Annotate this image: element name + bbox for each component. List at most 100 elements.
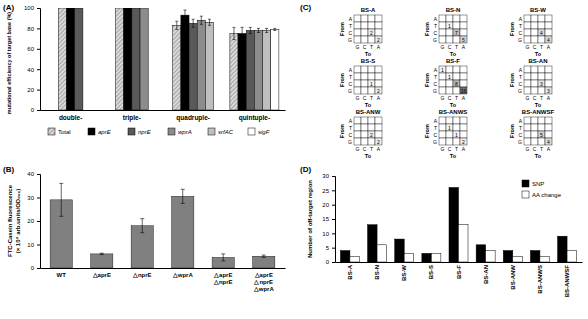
error-cap (262, 257, 266, 258)
bar (377, 245, 387, 262)
row-label: C (518, 30, 522, 36)
cell (361, 131, 368, 138)
error-cap (241, 27, 244, 28)
error-cap (221, 253, 225, 254)
row-label: T (519, 125, 522, 131)
cell (524, 131, 531, 138)
cell (361, 138, 368, 145)
row-label: T (349, 125, 352, 131)
cell (453, 22, 460, 29)
cell (354, 36, 361, 43)
error-line (142, 219, 143, 233)
panel-label: (D) (300, 165, 311, 174)
cell (453, 66, 460, 73)
tick-label: BS-W (401, 265, 407, 281)
row-label: T (434, 74, 437, 80)
tick-label: BS-ANW (510, 265, 516, 290)
axis-line (41, 268, 286, 269)
bar (205, 22, 213, 110)
cell (545, 15, 552, 22)
row-label: G (433, 88, 437, 94)
cell-label: 1 (455, 132, 458, 138)
col-label: G (526, 95, 530, 101)
cell (545, 87, 552, 94)
col-label: A (547, 146, 551, 152)
tick: double- (59, 110, 82, 121)
tick: 15 (322, 216, 335, 222)
error-line (263, 255, 264, 257)
error-line (242, 27, 243, 39)
cell (524, 36, 531, 43)
cell (545, 124, 552, 131)
col-label: G (441, 146, 445, 152)
row-label: G (348, 37, 352, 43)
axis-line (332, 177, 336, 263)
x-axis-title: To (450, 102, 457, 108)
cell-label: 5 (462, 37, 465, 43)
row-label: A (434, 118, 438, 124)
cell (368, 117, 375, 124)
plot-area (50, 183, 275, 268)
error-cap (140, 218, 144, 219)
matrix-panel: BS-N175ATCGGCTAFromTo (424, 7, 467, 57)
bar (395, 239, 405, 262)
col-label: G (526, 44, 530, 50)
tick-label: 15 (322, 216, 329, 222)
tick-label: △nprE (132, 272, 152, 278)
cell (368, 138, 375, 145)
cell-label: 4 (547, 37, 550, 43)
row-label: G (433, 37, 437, 43)
tick-mark (332, 190, 335, 191)
row-label: G (518, 37, 522, 43)
tick-label: △aprE△nprE△wprA (253, 272, 275, 292)
error-cap (175, 21, 178, 22)
cell (460, 87, 467, 94)
y-axis-title: (× 10⁴ arb.units/OD₆₀₀) (15, 189, 21, 254)
tick-label: BS-F (456, 265, 462, 279)
error-bar (241, 27, 244, 39)
bar (513, 256, 523, 262)
cell (453, 87, 460, 94)
row-label: A (434, 67, 438, 73)
cell (368, 80, 375, 87)
error-cap (181, 189, 185, 190)
tick: 0 (31, 265, 40, 271)
tick: 30 (27, 195, 40, 201)
cell (538, 29, 545, 36)
error-cap (100, 253, 104, 254)
row-label: T (434, 125, 437, 131)
bar (91, 254, 113, 268)
cell (375, 117, 382, 124)
cell (460, 117, 467, 124)
cell (354, 22, 361, 29)
tick: 100 (24, 5, 40, 11)
cell-label: 4 (540, 30, 543, 36)
bar (350, 256, 360, 262)
col-label: A (547, 44, 551, 50)
error-cap (183, 20, 186, 21)
row-label: T (434, 23, 437, 29)
tick-label-line: △aprE (92, 272, 111, 278)
col-label: T (455, 146, 458, 152)
cell-label: 2 (377, 88, 380, 94)
error-cap (192, 19, 195, 20)
error-bar (183, 10, 186, 20)
tick-label: 40 (27, 67, 34, 73)
cell (524, 29, 531, 36)
axis-line (41, 110, 286, 111)
tick: BS-W (401, 262, 407, 281)
error-cap (181, 203, 185, 204)
tick-mark (37, 110, 40, 111)
tick-label: 30 (322, 173, 329, 179)
error-cap (273, 30, 276, 31)
cell (545, 117, 552, 124)
tick-label: WT (57, 272, 67, 278)
cell (538, 36, 545, 43)
bar (124, 8, 132, 110)
row-label: A (519, 118, 523, 124)
tick-label: quadruple- (176, 114, 210, 122)
tick: 30 (322, 173, 335, 179)
cell (439, 15, 446, 22)
legend-label: Total (58, 129, 71, 135)
cell-label: 3 (547, 88, 550, 94)
